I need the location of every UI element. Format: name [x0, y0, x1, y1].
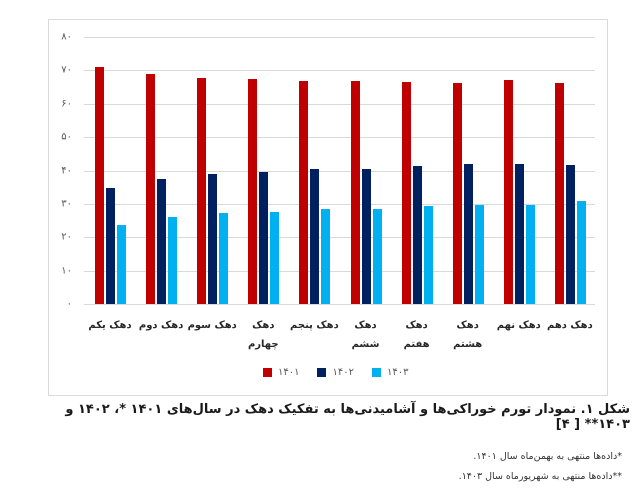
gridline [84, 270, 595, 272]
bar [401, 81, 411, 304]
y-tick-label: ۵۰ [61, 131, 72, 143]
bar [117, 225, 126, 304]
x-tick-label: دهک دوم [138, 320, 184, 331]
bar [95, 67, 104, 304]
legend-swatch-icon [371, 368, 381, 377]
legend: ۱۴۰۱ ۱۴۰۲ ۱۴۰۳ [263, 367, 408, 378]
gridline [84, 103, 595, 105]
x-tick-label: دهک دهم [547, 320, 593, 331]
bar [259, 171, 269, 304]
gridline [84, 70, 595, 72]
y-tick-label: ۷۰ [61, 64, 72, 76]
legend-item: ۱۴۰۲ [317, 367, 354, 378]
footnote-2: **داده‌ها منتهی به شهریورماه سال ۱۴۰۳. [458, 471, 622, 482]
bar [474, 205, 484, 304]
y-tick-label: ۳۰ [61, 198, 72, 210]
bar [452, 83, 462, 304]
bar [106, 187, 115, 304]
bar [423, 206, 433, 304]
gridline [84, 170, 595, 172]
legend-swatch-icon [263, 368, 272, 377]
y-tick-label: ۲۰ [61, 231, 72, 243]
gridline [84, 304, 595, 305]
gridline [84, 137, 595, 139]
bar [565, 164, 575, 304]
x-tick-label: دهک هفتم [403, 320, 430, 350]
bar [168, 217, 178, 304]
y-tick-label: ۰ [66, 298, 72, 310]
bar [299, 80, 309, 304]
bar [525, 204, 535, 304]
bar [321, 209, 331, 304]
x-tick-label: دهک پنجم [290, 320, 339, 331]
legend-label: ۱۴۰۲ [332, 367, 354, 378]
bar [219, 213, 229, 304]
bar [554, 83, 564, 304]
chart-frame [48, 19, 608, 396]
footnote-1: *داده‌ها منتهی به بهمن‌ماه سال ۱۴۰۱. [473, 451, 622, 462]
bar [157, 178, 167, 304]
bar [412, 165, 422, 304]
bar [310, 168, 320, 304]
y-tick-label: ۸۰ [61, 31, 72, 43]
bar [503, 79, 513, 304]
plot-area [84, 37, 595, 305]
gridline [84, 203, 595, 205]
x-tick-label: دهک نهم [496, 320, 541, 331]
x-tick-label: دهک ششم [351, 320, 380, 350]
legend-label: ۱۴۰۳ [386, 367, 409, 378]
legend-swatch-icon [317, 368, 327, 377]
legend-item: ۱۴۰۱ [263, 367, 299, 378]
legend-label: ۱۴۰۱ [278, 367, 300, 378]
y-tick-label: ۴۰ [61, 165, 72, 176]
x-tick-label: دهک چهارم [247, 320, 279, 350]
bar [514, 163, 524, 304]
bar [208, 173, 218, 304]
bar [270, 211, 280, 304]
x-tick-label: دهک هشتم [453, 320, 483, 350]
y-tick-label: ۶۰ [61, 98, 72, 110]
bar [248, 79, 258, 304]
gridline [84, 37, 595, 38]
bar [197, 77, 207, 304]
bar [576, 201, 586, 304]
gridline [84, 237, 595, 239]
bar [146, 73, 156, 304]
legend-item: ۱۴۰۳ [371, 367, 409, 378]
bar [372, 208, 382, 304]
bar [350, 81, 360, 304]
bar [463, 163, 473, 304]
bar [361, 168, 371, 304]
x-tick-label: دهک یکم [88, 320, 132, 331]
x-tick-label: دهک سوم [187, 320, 237, 331]
y-tick-label: ۱۰ [61, 265, 72, 277]
figure-caption: شکل ۱. نمودار تورم خوراکی‌ها و آشامیدنی‌… [65, 402, 630, 432]
